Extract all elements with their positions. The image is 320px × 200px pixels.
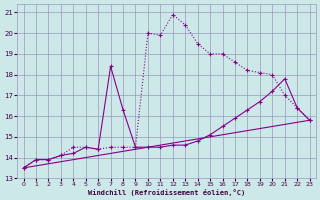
X-axis label: Windchill (Refroidissement éolien,°C): Windchill (Refroidissement éolien,°C) — [88, 189, 245, 196]
